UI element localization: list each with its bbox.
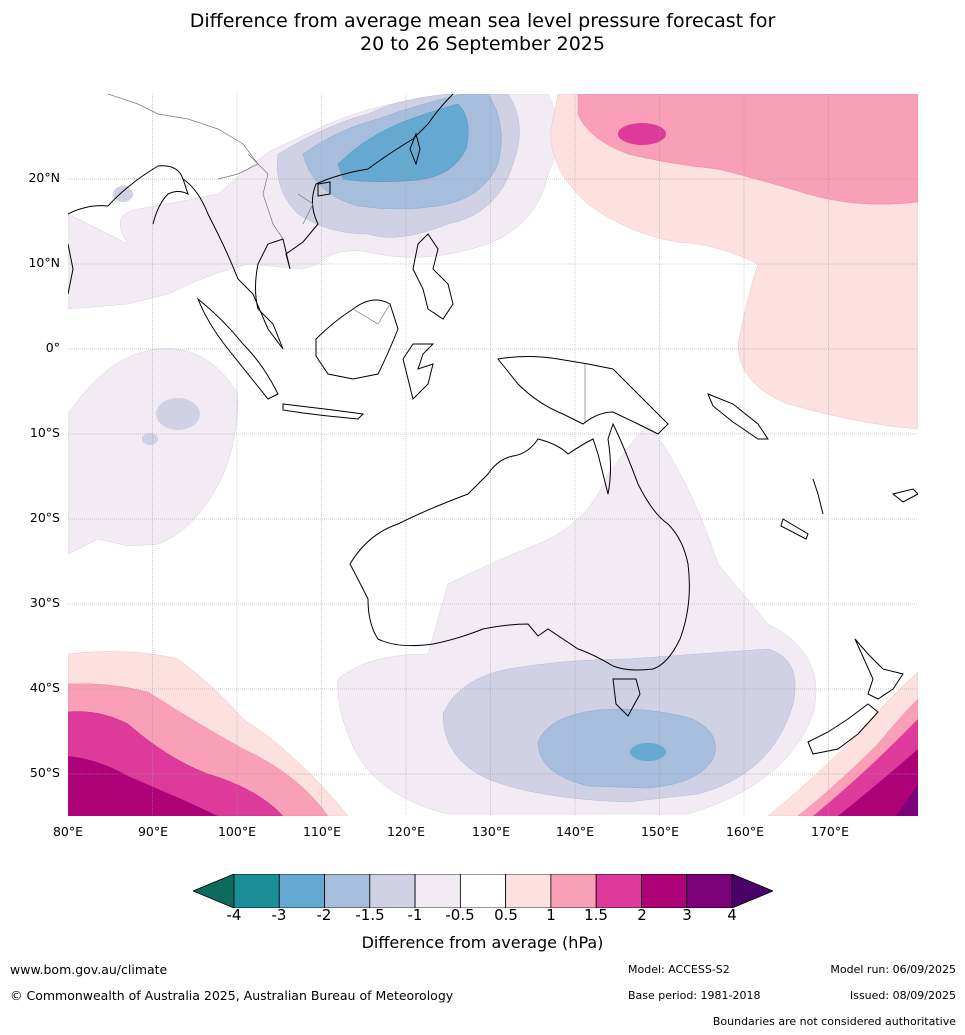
lon-label-150e: 150°E xyxy=(640,824,679,839)
title-line-2: 20 to 26 September 2025 xyxy=(360,33,605,55)
copyright-text: © Commonwealth of Australia 2025, Austra… xyxy=(10,988,454,1003)
coastlines xyxy=(68,94,918,755)
contour-pos2-southwest xyxy=(68,756,218,816)
lon-label-90e: 90°E xyxy=(137,824,169,839)
colorbar-cell xyxy=(233,874,280,908)
lat-label-20s: 20°S xyxy=(29,510,60,525)
colorbar-under-arrow xyxy=(193,874,235,908)
coast-tasmania xyxy=(612,678,641,717)
colorbar-cell xyxy=(369,874,416,908)
colorbar-tick: 3 xyxy=(682,906,692,924)
coast-java xyxy=(282,403,365,420)
contour-neg2-southern xyxy=(630,743,666,761)
model-run-text: Model run: 06/09/2025 xyxy=(830,963,956,976)
coast-solomon xyxy=(707,393,769,440)
colorbar-tick: -3 xyxy=(271,906,287,924)
contour-pos2-southeast xyxy=(838,749,918,816)
colorbar-cells xyxy=(233,874,733,908)
contour-pos1-northeast xyxy=(577,94,918,205)
coast-sulawesi xyxy=(402,343,435,400)
coast-nz-north xyxy=(854,638,904,700)
coast-mainland-se-asia xyxy=(182,94,454,350)
contour-neg2-asia xyxy=(337,103,469,183)
coast-borneo xyxy=(315,299,399,380)
colorbar-tick: -1.5 xyxy=(355,906,385,924)
colorbar-cell xyxy=(324,874,371,908)
map-title: Difference from average mean sea level p… xyxy=(0,10,965,56)
contour-pos3-southeast xyxy=(896,784,918,816)
lat-label-30s: 30°S xyxy=(29,595,60,610)
colorbar-tick: -1 xyxy=(407,906,423,924)
coast-philippines xyxy=(412,233,454,320)
coast-new-caledonia xyxy=(780,518,809,540)
lat-label-40s: 40°S xyxy=(29,680,60,695)
coast-australia xyxy=(349,422,690,671)
contour-pos15-northeast xyxy=(618,123,666,145)
map-canvas xyxy=(68,94,918,816)
colorbar-cell xyxy=(641,874,688,908)
model-text: Model: ACCESS-S2 xyxy=(628,963,730,976)
base-period-text: Base period: 1981-2018 xyxy=(628,989,761,1002)
pressure-anomaly-map xyxy=(68,94,918,816)
lon-label-80e: 80°E xyxy=(52,824,84,839)
coast-hainan xyxy=(317,181,331,197)
colorbar-cell xyxy=(686,874,733,908)
title-line-1: Difference from average mean sea level p… xyxy=(189,10,776,32)
coast-sumatra xyxy=(196,297,279,400)
gridlines xyxy=(68,94,918,816)
colorbar-label: Difference from average (hPa) xyxy=(361,933,604,952)
coast-india xyxy=(68,165,189,225)
colorbar-tick: -4 xyxy=(226,906,242,924)
contour-neg1-blob-1 xyxy=(156,398,200,430)
lat-label-0: 0° xyxy=(45,340,60,355)
colorbar-tick: 0.5 xyxy=(494,906,518,924)
lon-label-120e: 120°E xyxy=(386,824,425,839)
colorbar-tick: 1 xyxy=(546,906,556,924)
website-link[interactable]: www.bom.gov.au/climate xyxy=(10,962,168,977)
lat-label-20n: 20°N xyxy=(28,170,60,185)
colorbar-tick: -2 xyxy=(316,906,332,924)
lon-label-130e: 130°E xyxy=(471,824,510,839)
lat-label-10s: 10°S xyxy=(29,425,60,440)
issued-text: Issued: 08/09/2025 xyxy=(849,989,956,1002)
lon-label-170e: 170°E xyxy=(810,824,849,839)
colorbar-tick: 1.5 xyxy=(584,906,608,924)
colorbar-tick: 4 xyxy=(727,906,737,924)
lon-label-160e: 160°E xyxy=(725,824,764,839)
lon-label-110e: 110°E xyxy=(302,824,341,839)
lon-label-140e: 140°E xyxy=(555,824,594,839)
contour-neg15-southern xyxy=(537,708,716,789)
colorbar-cell xyxy=(278,874,325,908)
contour-neg1-blob-2 xyxy=(142,433,158,445)
colorbar-cell xyxy=(414,874,461,908)
contour-neg05-indian-ocean xyxy=(68,348,239,555)
lon-label-100e: 100°E xyxy=(217,824,256,839)
colorbar-cell xyxy=(595,874,642,908)
colorbar-over-arrow xyxy=(731,874,773,908)
country-borders xyxy=(107,94,586,422)
contour-neg1-blob-3 xyxy=(113,186,133,202)
coast-south-asia-west xyxy=(68,243,74,295)
coast-fiji xyxy=(891,488,918,503)
lat-label-50s: 50°S xyxy=(29,765,60,780)
coast-vanuatu xyxy=(812,478,824,515)
colorbar-tick: 2 xyxy=(637,906,647,924)
coast-taiwan xyxy=(409,132,421,166)
colorbar-cell xyxy=(550,874,597,908)
coast-new-guinea xyxy=(497,356,669,435)
disclaimer-text: Boundaries are not considered authoritat… xyxy=(712,1015,956,1028)
colorbar-cell xyxy=(505,874,552,908)
colorbar-tick: -0.5 xyxy=(445,906,475,924)
colorbar xyxy=(193,874,773,908)
coast-nz-south xyxy=(807,703,879,755)
colorbar-cell xyxy=(459,874,507,908)
lat-label-10n: 10°N xyxy=(28,255,60,270)
